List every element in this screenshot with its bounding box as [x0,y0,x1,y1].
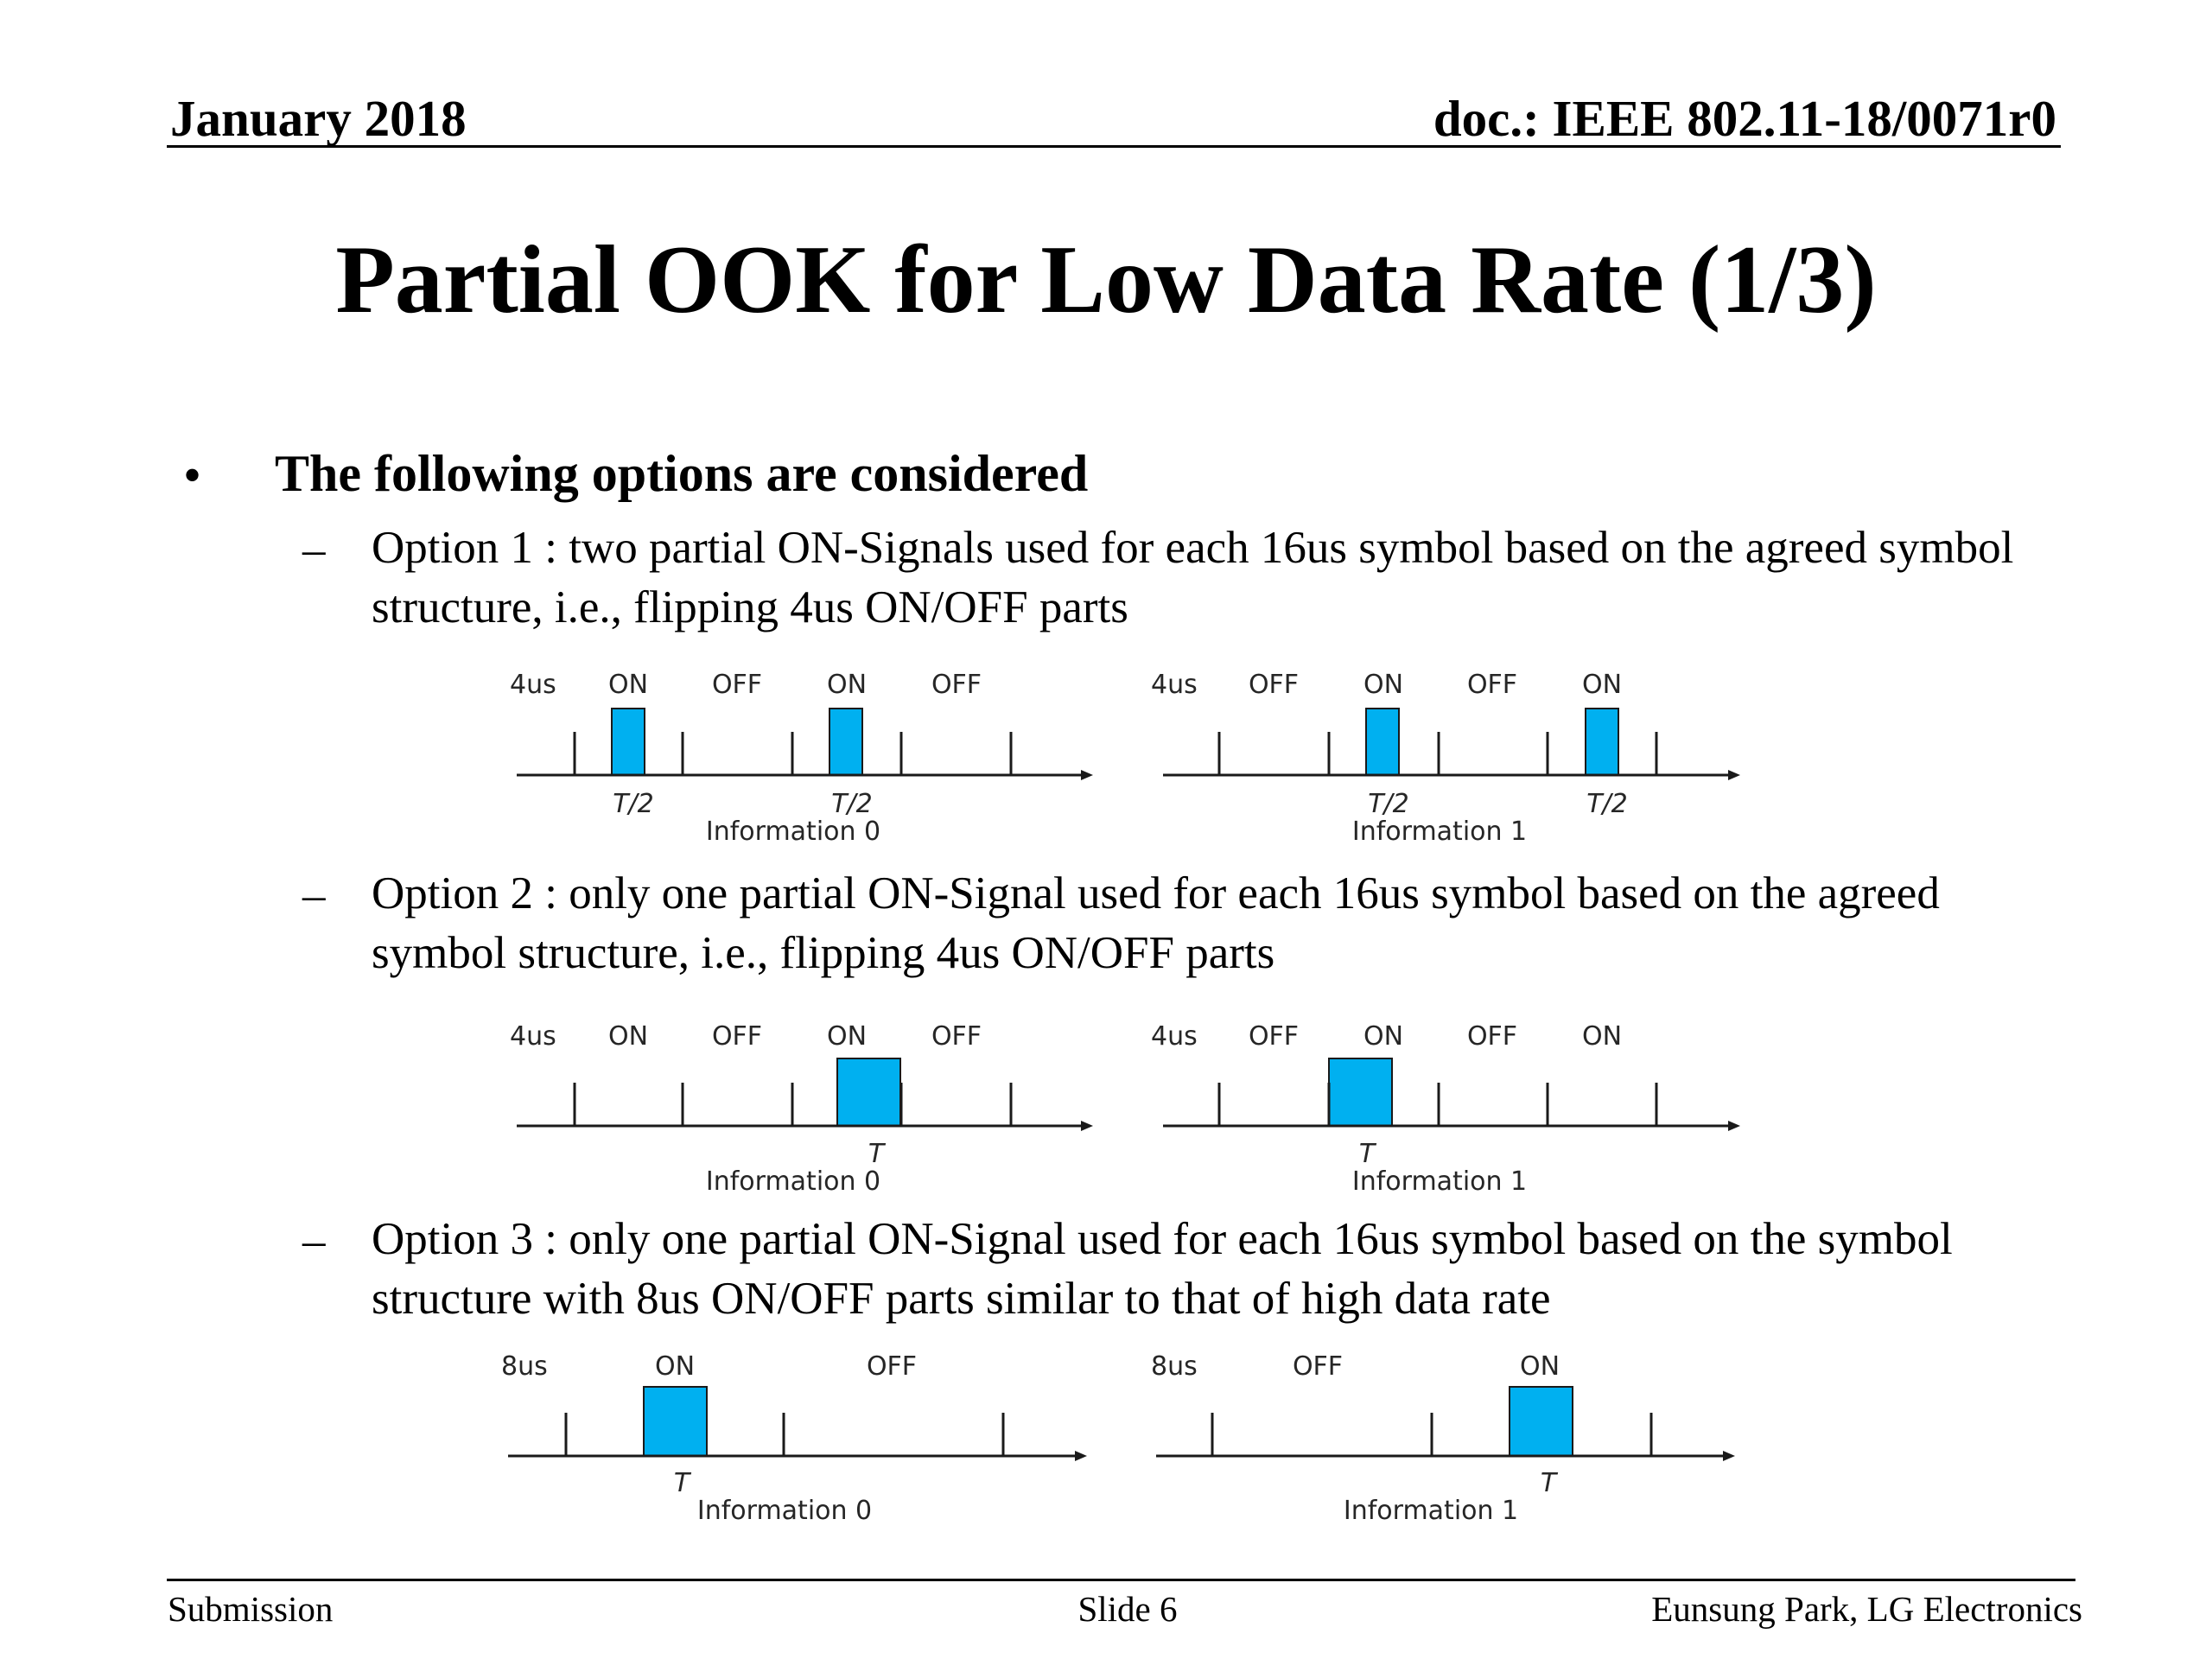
footer-submission: Submission [168,1589,334,1629]
pulse-duration-label: T [674,1468,692,1498]
footer-slide-number: Slide 6 [1077,1589,1178,1629]
information-caption: Information 0 [706,1166,880,1197]
pulse-duration-label: T/2 [1586,789,1628,819]
on-pulse-0-0 [611,708,645,776]
pulse-duration-label: T/2 [1368,789,1409,819]
segment-label: OFF [1467,670,1517,700]
segment-label: ON [1582,1021,1622,1052]
axis-arrow-icon [1723,1451,1735,1461]
segment-label: OFF [1249,670,1299,700]
on-pulse-1-1 [1585,708,1619,776]
information-caption: Information 0 [697,1496,872,1526]
option-3-text: Option 3 : only one partial ON-Signal us… [372,1214,1953,1324]
information-caption: Information 1 [1352,1166,1527,1197]
option-2-text: Option 2 : only one partial ON-Signal us… [372,868,1940,978]
segment-label: ON [827,1021,867,1052]
information-caption: Information 1 [1352,817,1527,847]
segment-label: OFF [712,670,762,700]
unit-label: 4us [1151,670,1198,700]
segment-label: ON [1582,670,1622,700]
option-3-marker: – [302,1216,326,1266]
header-doc-number: doc.: IEEE 802.11-18/0071r0 [1433,90,2056,147]
segment-label: ON [655,1351,695,1382]
on-pulse-0-1 [829,708,863,776]
unit-label: 4us [510,1021,556,1052]
pulse-duration-label: T/2 [613,789,654,819]
pulse-duration-label: T [1541,1468,1559,1498]
on-pulse-5-0 [1509,1386,1573,1457]
segment-label: ON [1520,1351,1560,1382]
pulse-duration-label: T [868,1139,887,1169]
segment-label: ON [1363,1021,1403,1052]
footer-divider [167,1579,2075,1581]
axis-arrow-icon [1075,1451,1087,1461]
segment-label: OFF [1467,1021,1517,1052]
segment-label: ON [1363,670,1403,700]
axis-arrow-icon [1081,1121,1093,1131]
information-caption: Information 1 [1344,1496,1518,1526]
footer-author: Eunsung Park, LG Electronics [1651,1589,2082,1629]
pulse-duration-label: T [1359,1139,1377,1169]
on-pulse-1-0 [1365,708,1400,776]
pulse-duration-label: T/2 [831,789,873,819]
segment-label: OFF [712,1021,762,1052]
axis-arrow-icon [1081,770,1093,780]
axis-arrow-icon [1728,1121,1740,1131]
segment-label: ON [608,670,648,700]
on-pulse-4-0 [643,1386,708,1457]
on-pulse-2-0 [836,1058,901,1127]
slide-title: Partial OOK for Low Data Rate (1/3) [335,226,1877,334]
information-caption: Information 0 [706,817,880,847]
header-divider [167,145,2061,148]
unit-label: 8us [1151,1351,1198,1382]
segment-label: OFF [1249,1021,1299,1052]
option-1-text: Option 1 : two partial ON-Signals used f… [372,523,2014,632]
segment-label: ON [608,1021,648,1052]
unit-label: 4us [1151,1021,1198,1052]
segment-label: OFF [1293,1351,1343,1382]
option-1-marker: – [302,524,326,575]
segment-label: OFF [931,1021,982,1052]
header-date: January 2018 [170,90,467,147]
axis-arrow-icon [1728,770,1740,780]
segment-label: OFF [867,1351,917,1382]
unit-label: 8us [501,1351,548,1382]
segment-label: OFF [931,670,982,700]
option-2-marker: – [302,870,326,920]
segment-label: ON [827,670,867,700]
bullet-marker: • [183,447,202,504]
on-pulse-3-0 [1328,1058,1393,1127]
bullet-text: The following options are considered [275,445,1089,502]
unit-label: 4us [510,670,556,700]
